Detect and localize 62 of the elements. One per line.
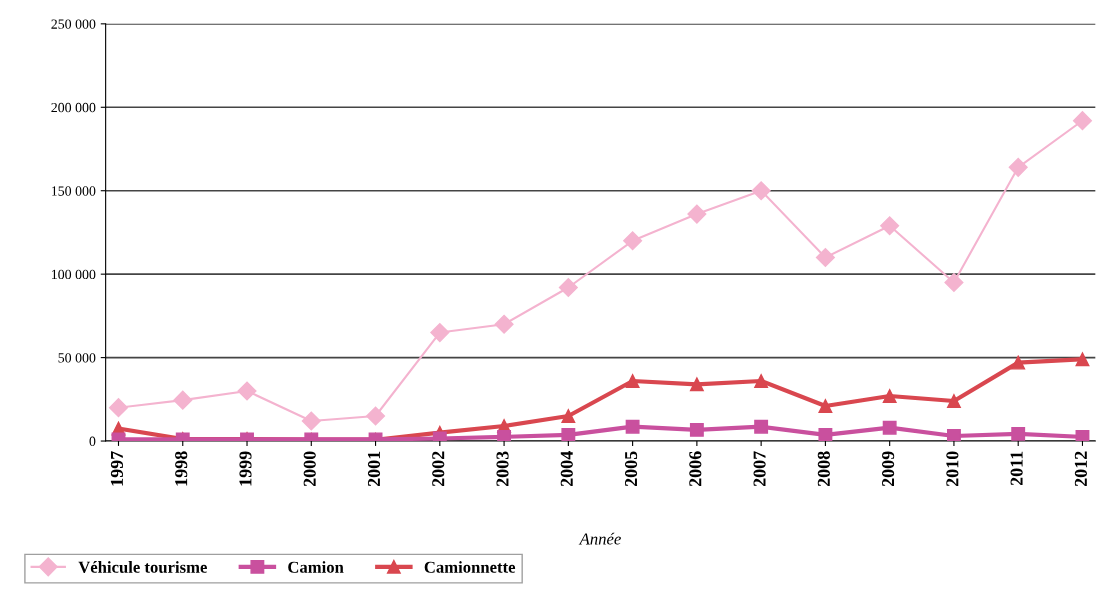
point — [946, 394, 961, 408]
y-tick-label: 100 000 — [52, 269, 96, 280]
x-tick-label: 2002 — [432, 451, 445, 487]
point — [882, 420, 897, 435]
point — [108, 398, 129, 418]
point — [366, 406, 386, 426]
x-tick-label: 1997 — [110, 451, 124, 486]
point — [815, 247, 835, 268]
point — [818, 427, 833, 442]
point — [754, 419, 769, 434]
y-tick-label: 50 000 — [58, 353, 96, 363]
point — [173, 390, 193, 410]
point — [687, 204, 707, 224]
x-tick-label: 2011 — [1010, 451, 1023, 486]
legend-label: Véhicule tourisme — [78, 561, 207, 573]
point — [946, 429, 961, 442]
x-tick-label: 2005 — [624, 451, 638, 487]
point — [882, 389, 897, 403]
legend-label: Camion — [288, 561, 344, 573]
y-tick-label: 150 000 — [52, 186, 96, 196]
point — [1072, 111, 1093, 131]
point — [497, 429, 512, 442]
point — [1075, 429, 1090, 442]
point — [625, 419, 640, 434]
point — [558, 277, 578, 298]
x-tick-label: 2010 — [946, 451, 959, 487]
point — [754, 374, 769, 388]
point — [818, 399, 833, 413]
x-tick-label: 1998 — [175, 451, 188, 486]
x-tick-label: 2001 — [367, 451, 381, 487]
point — [1075, 352, 1090, 367]
point — [561, 409, 576, 423]
legend-label: Camionnette — [424, 561, 516, 573]
y-tick-label: 250 000 — [51, 19, 96, 29]
point — [625, 374, 640, 388]
point — [561, 427, 576, 442]
point — [1011, 355, 1026, 370]
point — [880, 216, 900, 236]
y-tick-label: 0 — [89, 436, 96, 446]
x-axis-title: Année — [578, 532, 621, 545]
x-tick-label: 2012 — [1074, 451, 1087, 487]
point — [689, 422, 704, 437]
point — [751, 181, 771, 201]
point — [1008, 157, 1028, 177]
x-tick-label: 2008 — [817, 451, 830, 487]
point — [430, 323, 450, 343]
point — [494, 314, 514, 334]
point — [301, 411, 321, 431]
y-tick-label: 200 000 — [51, 102, 96, 113]
point — [432, 431, 447, 442]
x-tick-label: 2009 — [882, 451, 895, 487]
point — [689, 377, 704, 392]
x-tick-label: 2007 — [753, 451, 766, 487]
x-tick-label: 1999 — [239, 451, 252, 486]
point — [1011, 426, 1026, 441]
x-tick-label: 2006 — [689, 451, 702, 487]
x-tick-label: 2004 — [560, 451, 573, 487]
point — [237, 381, 257, 401]
x-tick-label: 2003 — [496, 451, 509, 487]
point — [623, 231, 643, 251]
x-tick-label: 2000 — [303, 451, 316, 487]
point — [944, 272, 964, 293]
